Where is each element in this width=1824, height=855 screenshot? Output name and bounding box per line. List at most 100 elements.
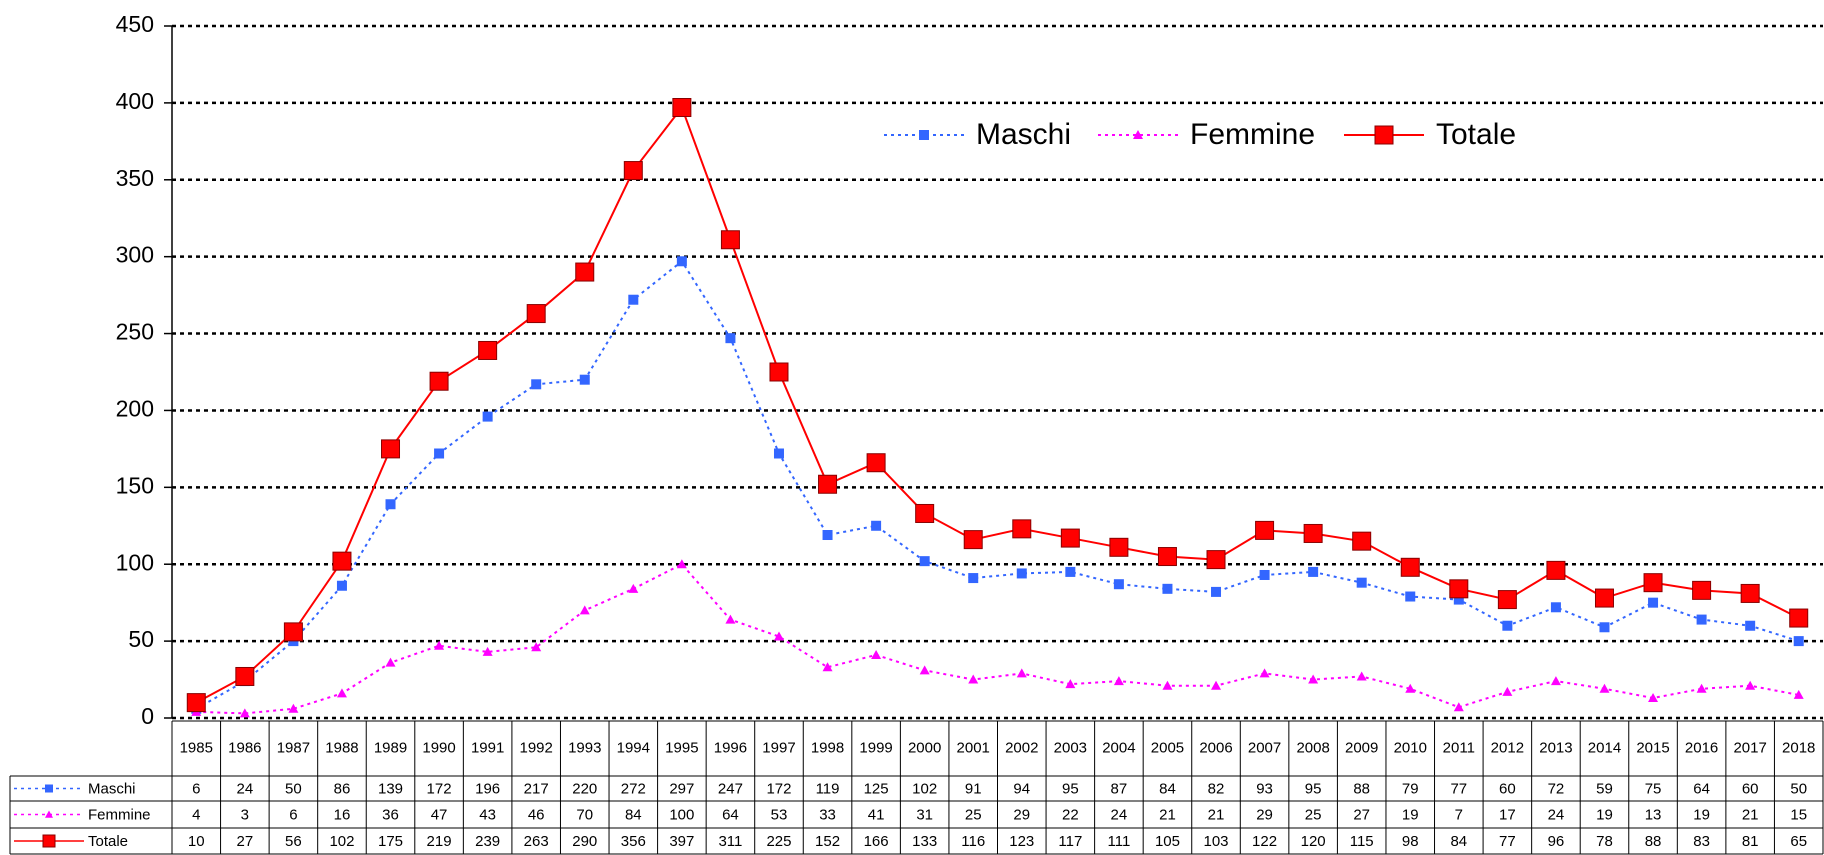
table-cell: 93 [1256, 780, 1273, 797]
table-cell: 36 [382, 806, 399, 823]
table-cell: 75 [1645, 780, 1662, 797]
point [429, 371, 449, 391]
table-cell: 88 [1645, 833, 1662, 850]
table-cell: 21 [1208, 806, 1225, 823]
x-tick-label: 1992 [520, 739, 553, 756]
point [1546, 560, 1566, 580]
table-cell: 84 [1159, 780, 1176, 797]
point [381, 439, 401, 459]
y-tick-label: 400 [116, 88, 154, 114]
x-tick-label: 2005 [1151, 739, 1184, 756]
point [1157, 547, 1177, 567]
x-tick-label: 1996 [714, 739, 747, 756]
x-tick-label: 2001 [957, 739, 990, 756]
point [1405, 591, 1416, 602]
point [968, 573, 979, 584]
table-cell: 24 [236, 780, 253, 797]
point [1453, 702, 1464, 712]
point [1012, 519, 1032, 539]
x-tick-label: 1998 [811, 739, 844, 756]
point [526, 304, 546, 324]
point [531, 379, 542, 390]
y-tick-label: 0 [141, 703, 154, 729]
table-cell: 397 [669, 833, 694, 850]
point [1745, 620, 1756, 631]
point [1449, 579, 1469, 599]
table-cell: 46 [528, 806, 545, 823]
point [1793, 636, 1804, 647]
table-cell: 102 [329, 833, 354, 850]
point [1793, 689, 1804, 699]
point [1692, 580, 1712, 600]
point [822, 662, 833, 672]
table-cell: 87 [1111, 780, 1128, 797]
x-tick-label: 1995 [665, 739, 698, 756]
point [1696, 683, 1707, 693]
table-cell: 152 [815, 833, 840, 850]
x-tick-label: 2000 [908, 739, 941, 756]
x-tick-label: 2015 [1636, 739, 1669, 756]
point [288, 703, 299, 713]
table-cell: 272 [621, 780, 646, 797]
y-tick-label: 450 [116, 11, 154, 37]
point [1502, 686, 1513, 696]
table-cell: 96 [1548, 833, 1565, 850]
table-cell: 297 [669, 780, 694, 797]
point [871, 520, 882, 531]
table-cell: 91 [965, 780, 982, 797]
point [628, 583, 639, 593]
x-tick-label: 2012 [1491, 739, 1524, 756]
point [822, 530, 833, 541]
x-tick-label: 2010 [1394, 739, 1427, 756]
x-tick-label: 2017 [1733, 739, 1766, 756]
point [672, 98, 692, 118]
y-tick-label: 50 [128, 626, 154, 652]
point [1206, 550, 1226, 570]
x-tick-label: 2008 [1296, 739, 1329, 756]
x-tick-label: 1986 [228, 739, 261, 756]
point [235, 666, 255, 686]
point [676, 559, 687, 569]
x-tick-label: 2002 [1005, 739, 1038, 756]
x-tick-label: 2006 [1199, 739, 1232, 756]
table-cell: 21 [1159, 806, 1176, 823]
point [385, 657, 396, 667]
x-tick-label: 2018 [1782, 739, 1815, 756]
point [871, 649, 882, 659]
table-cell: 105 [1155, 833, 1180, 850]
x-tick-label: 1994 [617, 739, 650, 756]
table-cell: 64 [1693, 780, 1710, 797]
point [769, 362, 789, 382]
table-cell: 123 [1009, 833, 1034, 850]
table-cell: 72 [1548, 780, 1565, 797]
point [1740, 583, 1760, 603]
point [385, 499, 396, 510]
x-tick-label: 1991 [471, 739, 504, 756]
table-cell: 27 [1353, 806, 1370, 823]
point [1789, 608, 1809, 628]
point [1308, 566, 1319, 577]
table-cell: 219 [427, 833, 452, 850]
point [1303, 523, 1323, 543]
table-cell: 16 [334, 806, 351, 823]
table-cell: 119 [816, 780, 840, 797]
table-cell: 125 [864, 780, 889, 797]
point [575, 262, 595, 282]
point [725, 333, 736, 344]
table-cell: 33 [819, 806, 836, 823]
legend-key-marker [45, 784, 53, 793]
table-cell: 172 [766, 780, 791, 797]
table-cell: 217 [524, 780, 549, 797]
table-cell: 139 [378, 780, 403, 797]
point [1550, 602, 1561, 613]
point [1643, 573, 1663, 593]
table-cell: 94 [1013, 780, 1030, 797]
point [720, 230, 740, 250]
x-tick-label: 2009 [1345, 739, 1378, 756]
y-tick-label: 350 [116, 165, 154, 191]
table-cell: 6 [289, 806, 297, 823]
legend-key-marker [1133, 130, 1143, 139]
point [919, 556, 930, 567]
table-cell: 83 [1693, 833, 1710, 850]
